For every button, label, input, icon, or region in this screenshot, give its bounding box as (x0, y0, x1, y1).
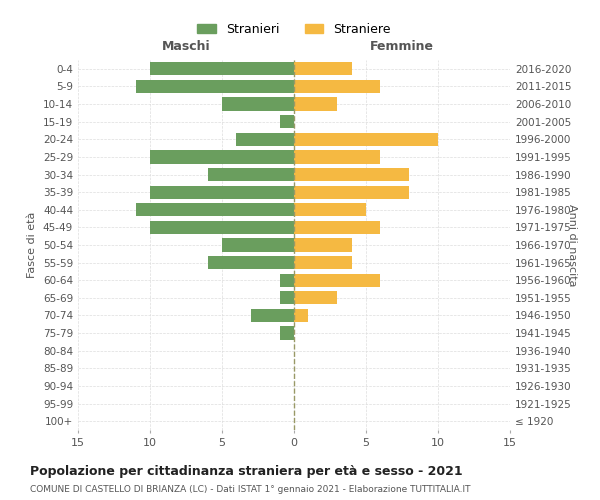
Legend: Stranieri, Straniere: Stranieri, Straniere (192, 18, 396, 41)
Bar (294, 291, 337, 304)
Text: Maschi: Maschi (161, 40, 211, 53)
Bar (294, 80, 380, 93)
Bar (294, 132, 438, 146)
Bar (222, 98, 294, 110)
Bar (222, 238, 294, 252)
Bar (150, 150, 294, 164)
Text: Popolazione per cittadinanza straniera per età e sesso - 2021: Popolazione per cittadinanza straniera p… (30, 465, 463, 478)
Bar (150, 186, 294, 198)
Y-axis label: Anni di nascita: Anni di nascita (567, 204, 577, 286)
Text: COMUNE DI CASTELLO DI BRIANZA (LC) - Dati ISTAT 1° gennaio 2021 - Elaborazione T: COMUNE DI CASTELLO DI BRIANZA (LC) - Dat… (30, 485, 470, 494)
Bar (280, 115, 294, 128)
Bar (251, 309, 294, 322)
Bar (136, 203, 294, 216)
Bar (294, 221, 380, 234)
Text: Femmine: Femmine (370, 40, 434, 53)
Y-axis label: Fasce di età: Fasce di età (28, 212, 37, 278)
Bar (294, 274, 380, 287)
Bar (236, 132, 294, 146)
Bar (294, 256, 352, 269)
Bar (294, 98, 337, 110)
Bar (280, 274, 294, 287)
Bar (294, 168, 409, 181)
Bar (294, 203, 366, 216)
Bar (136, 80, 294, 93)
Bar (150, 221, 294, 234)
Bar (280, 326, 294, 340)
Bar (208, 168, 294, 181)
Bar (294, 150, 380, 164)
Bar (150, 62, 294, 76)
Bar (294, 238, 352, 252)
Bar (280, 291, 294, 304)
Bar (208, 256, 294, 269)
Bar (294, 62, 352, 76)
Bar (294, 309, 308, 322)
Bar (294, 186, 409, 198)
